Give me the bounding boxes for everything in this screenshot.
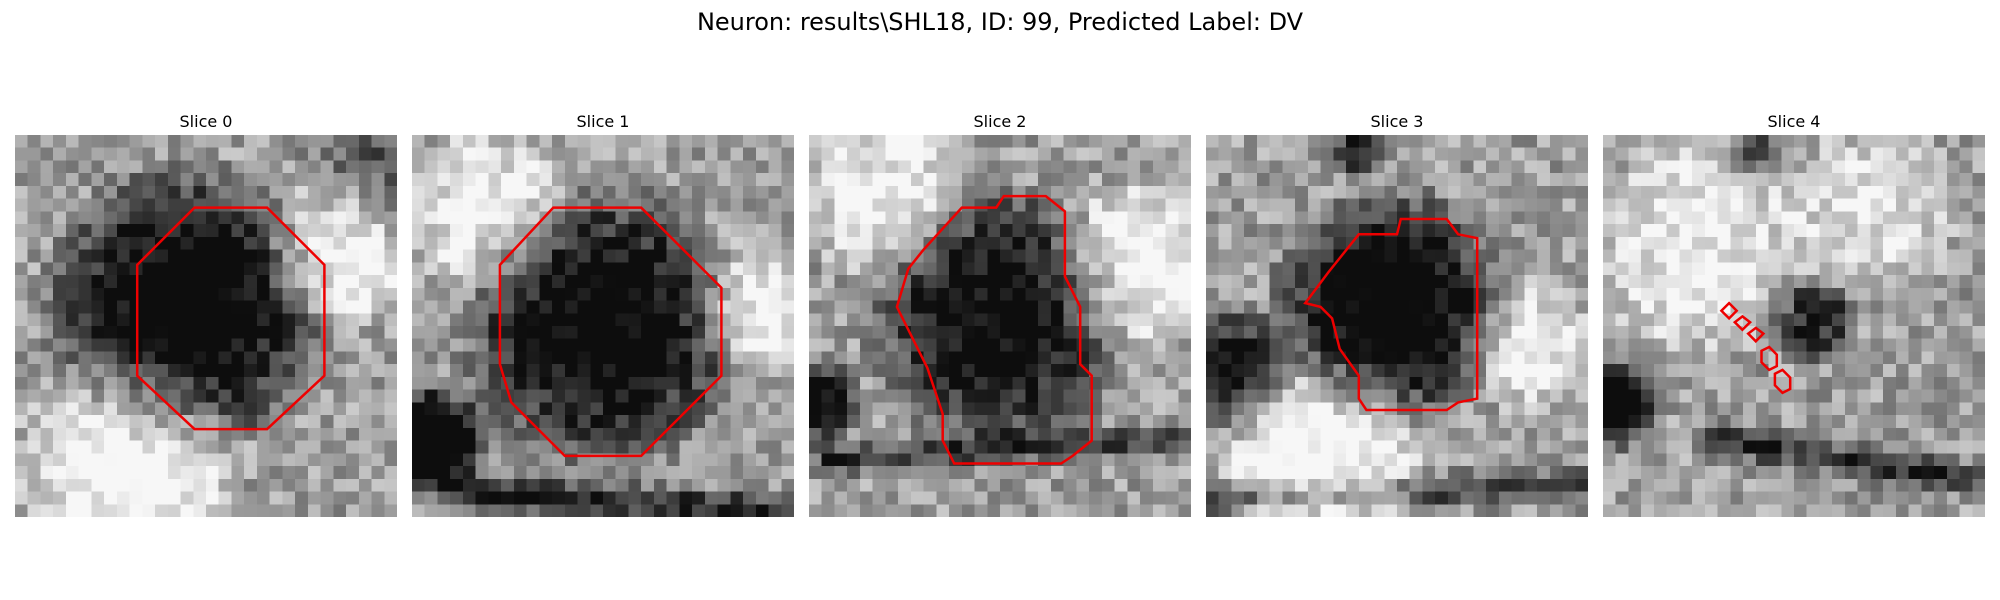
slice-panel-2: Slice 2 [809, 110, 1191, 517]
slice-title: Slice 0 [179, 112, 233, 131]
grayscale-slice [1206, 135, 1588, 517]
slice-image [15, 135, 397, 517]
grayscale-slice [412, 135, 794, 517]
slice-panel-4: Slice 4 [1603, 110, 1985, 517]
figure-title: Neuron: results\SHL18, ID: 99, Predicted… [696, 8, 1304, 36]
slice-panel-1: Slice 1 [412, 110, 794, 517]
slice-image [1603, 135, 1985, 517]
grayscale-slice [1603, 135, 1985, 517]
slice-image [412, 135, 794, 517]
slice-image [1206, 135, 1588, 517]
slice-title: Slice 2 [973, 112, 1027, 131]
slice-title: Slice 3 [1370, 112, 1424, 131]
grayscale-slice [15, 135, 397, 517]
slice-image [809, 135, 1191, 517]
slice-panel-3: Slice 3 [1206, 110, 1588, 517]
slice-title: Slice 1 [576, 112, 630, 131]
grayscale-slice [809, 135, 1191, 517]
slice-panel-0: Slice 0 [15, 110, 397, 517]
slice-title: Slice 4 [1767, 112, 1821, 131]
